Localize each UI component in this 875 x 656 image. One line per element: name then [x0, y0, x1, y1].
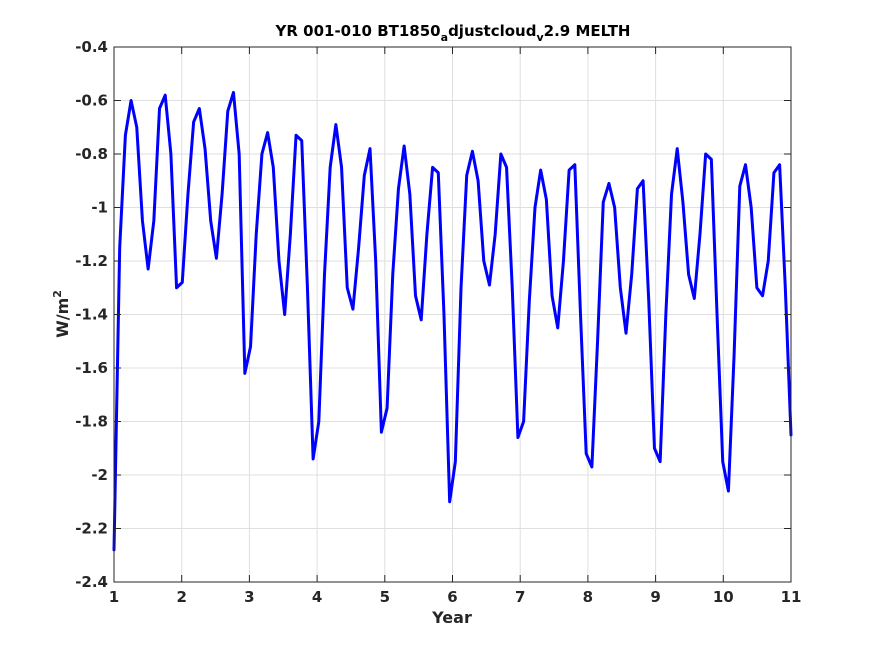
chart-title-tail: 2.9 MELTH: [544, 22, 631, 40]
tick-marks: [113, 46, 792, 583]
y-tick-label: -0.8: [75, 145, 108, 163]
x-tick-label: 5: [380, 588, 390, 606]
x-tick-label: 1: [109, 588, 119, 606]
x-tick-labels: 1 2 3 4 5 6 7 8 9 10 11: [109, 588, 802, 606]
y-tick-label: -2.2: [75, 520, 108, 538]
x-axis-label: Year: [431, 608, 472, 627]
y-axis-label: W/m2: [51, 290, 72, 338]
y-axis-label-base: W/m: [53, 298, 72, 338]
x-tick-label: 4: [312, 588, 322, 606]
x-tick-label: 9: [650, 588, 660, 606]
chart-title-main: YR 001-010 BT1850: [275, 22, 441, 40]
series-line: [112, 90, 793, 552]
x-tick-label: 2: [176, 588, 186, 606]
y-tick-labels: -2.4 -2.2 -2 -1.8 -1.6 -1.4 -1.2 -1 -0.8 -0.6 -0.4: [75, 38, 108, 591]
chart-title: YR 001-010 BT1850adjustcloudv2.9 MELTH: [275, 22, 631, 44]
y-tick-label: -2: [91, 466, 108, 484]
x-tick-label: 11: [781, 588, 802, 606]
y-tick-label: -1.8: [75, 413, 108, 431]
chart-title-sub2: v: [536, 31, 544, 44]
y-axis-label-sup: 2: [51, 290, 64, 298]
y-tick-label: -0.4: [75, 38, 108, 56]
x-tick-label: 8: [583, 588, 593, 606]
x-tick-label: 10: [713, 588, 734, 606]
x-tick-label: 7: [515, 588, 525, 606]
grid-lines: [113, 46, 792, 583]
y-tick-label: -1.6: [75, 359, 108, 377]
x-tick-label: 3: [244, 588, 254, 606]
y-tick-label: -1: [91, 199, 108, 217]
y-tick-label: -0.6: [75, 92, 108, 110]
y-tick-label: -1.4: [75, 306, 108, 324]
y-tick-label: -1.2: [75, 252, 108, 270]
chart-title-sub1: a: [441, 31, 448, 44]
x-tick-label: 6: [447, 588, 457, 606]
y-tick-label: -2.4: [75, 573, 108, 591]
chart-title-mid: djustcloud: [448, 22, 536, 40]
